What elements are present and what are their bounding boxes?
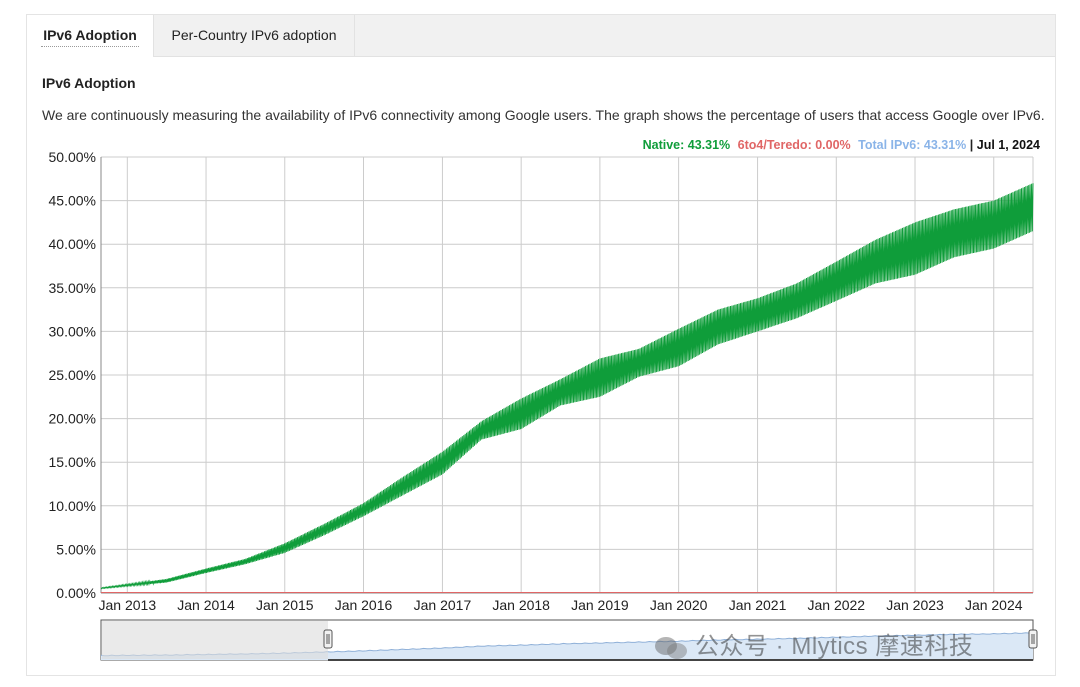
wechat-icon bbox=[655, 635, 689, 661]
tab-bar: IPv6 Adoption Per-Country IPv6 adoption bbox=[27, 15, 1055, 57]
tab-ipv6-adoption[interactable]: IPv6 Adoption bbox=[27, 15, 154, 57]
tab-per-country-ipv6-adoption[interactable]: Per-Country IPv6 adoption bbox=[154, 15, 355, 56]
y-tick-label: 30.00% bbox=[49, 323, 96, 339]
tab-ipv6-adoption-label: IPv6 Adoption bbox=[43, 27, 137, 43]
navigator-left-handle[interactable] bbox=[323, 629, 333, 649]
navigator-unselected-mask bbox=[102, 621, 328, 659]
y-tick-label: 45.00% bbox=[49, 193, 96, 209]
y-tick-label: 0.00% bbox=[56, 585, 96, 601]
watermark: 公众号 · Mlytics 摩速科技 bbox=[655, 626, 973, 661]
watermark-text: 公众号 · Mlytics 摩速科技 bbox=[695, 633, 974, 660]
y-tick-label: 10.00% bbox=[49, 498, 96, 514]
description-text: We are continuously measuring the availa… bbox=[42, 107, 1045, 123]
y-tick-label: 35.00% bbox=[49, 280, 96, 296]
x-tick-label: Jan 2017 bbox=[414, 597, 472, 613]
x-tick-label: Jan 2020 bbox=[650, 597, 708, 613]
chart-legend: Native: 43.31% 6to4/Teredo: 0.00% Total … bbox=[643, 138, 1040, 152]
y-tick-label: 40.00% bbox=[49, 236, 96, 252]
x-tick-label: Jan 2022 bbox=[807, 597, 865, 613]
y-tick-label: 50.00% bbox=[49, 149, 96, 165]
navigator-right-handle[interactable] bbox=[1028, 629, 1038, 649]
x-tick-label: Jan 2019 bbox=[571, 597, 629, 613]
legend-6to4-teredo: 6to4/Teredo: 0.00% bbox=[737, 138, 851, 152]
y-tick-label: 5.00% bbox=[56, 541, 96, 557]
x-tick-label: Jan 2018 bbox=[492, 597, 550, 613]
y-tick-label: 25.00% bbox=[49, 367, 96, 383]
x-tick-label: Jan 2013 bbox=[99, 597, 157, 613]
x-tick-label: Jan 2021 bbox=[729, 597, 787, 613]
section-title: IPv6 Adoption bbox=[42, 75, 136, 91]
legend-native: Native: 43.31% bbox=[642, 138, 731, 152]
legend-total-ipv6: Total IPv6: 43.31% bbox=[858, 138, 967, 152]
y-tick-label: 15.00% bbox=[49, 454, 96, 470]
legend-date: Jul 1, 2024 bbox=[976, 138, 1040, 152]
x-tick-label: Jan 2015 bbox=[256, 597, 314, 613]
y-tick-label: 20.00% bbox=[49, 411, 96, 427]
x-tick-label: Jan 2014 bbox=[177, 597, 235, 613]
series-native-line bbox=[100, 183, 1034, 590]
navigator-area bbox=[101, 632, 1033, 660]
x-tick-label: Jan 2024 bbox=[965, 597, 1023, 613]
x-tick-label: Jan 2023 bbox=[886, 597, 944, 613]
tab-dotted-underline bbox=[41, 46, 139, 47]
tab-per-country-label: Per-Country IPv6 adoption bbox=[171, 27, 337, 43]
ipv6-statistics-panel: IPv6 Adoption Per-Country IPv6 adoption … bbox=[26, 14, 1056, 676]
x-tick-label: Jan 2016 bbox=[335, 597, 393, 613]
legend-separator: | bbox=[966, 138, 977, 152]
